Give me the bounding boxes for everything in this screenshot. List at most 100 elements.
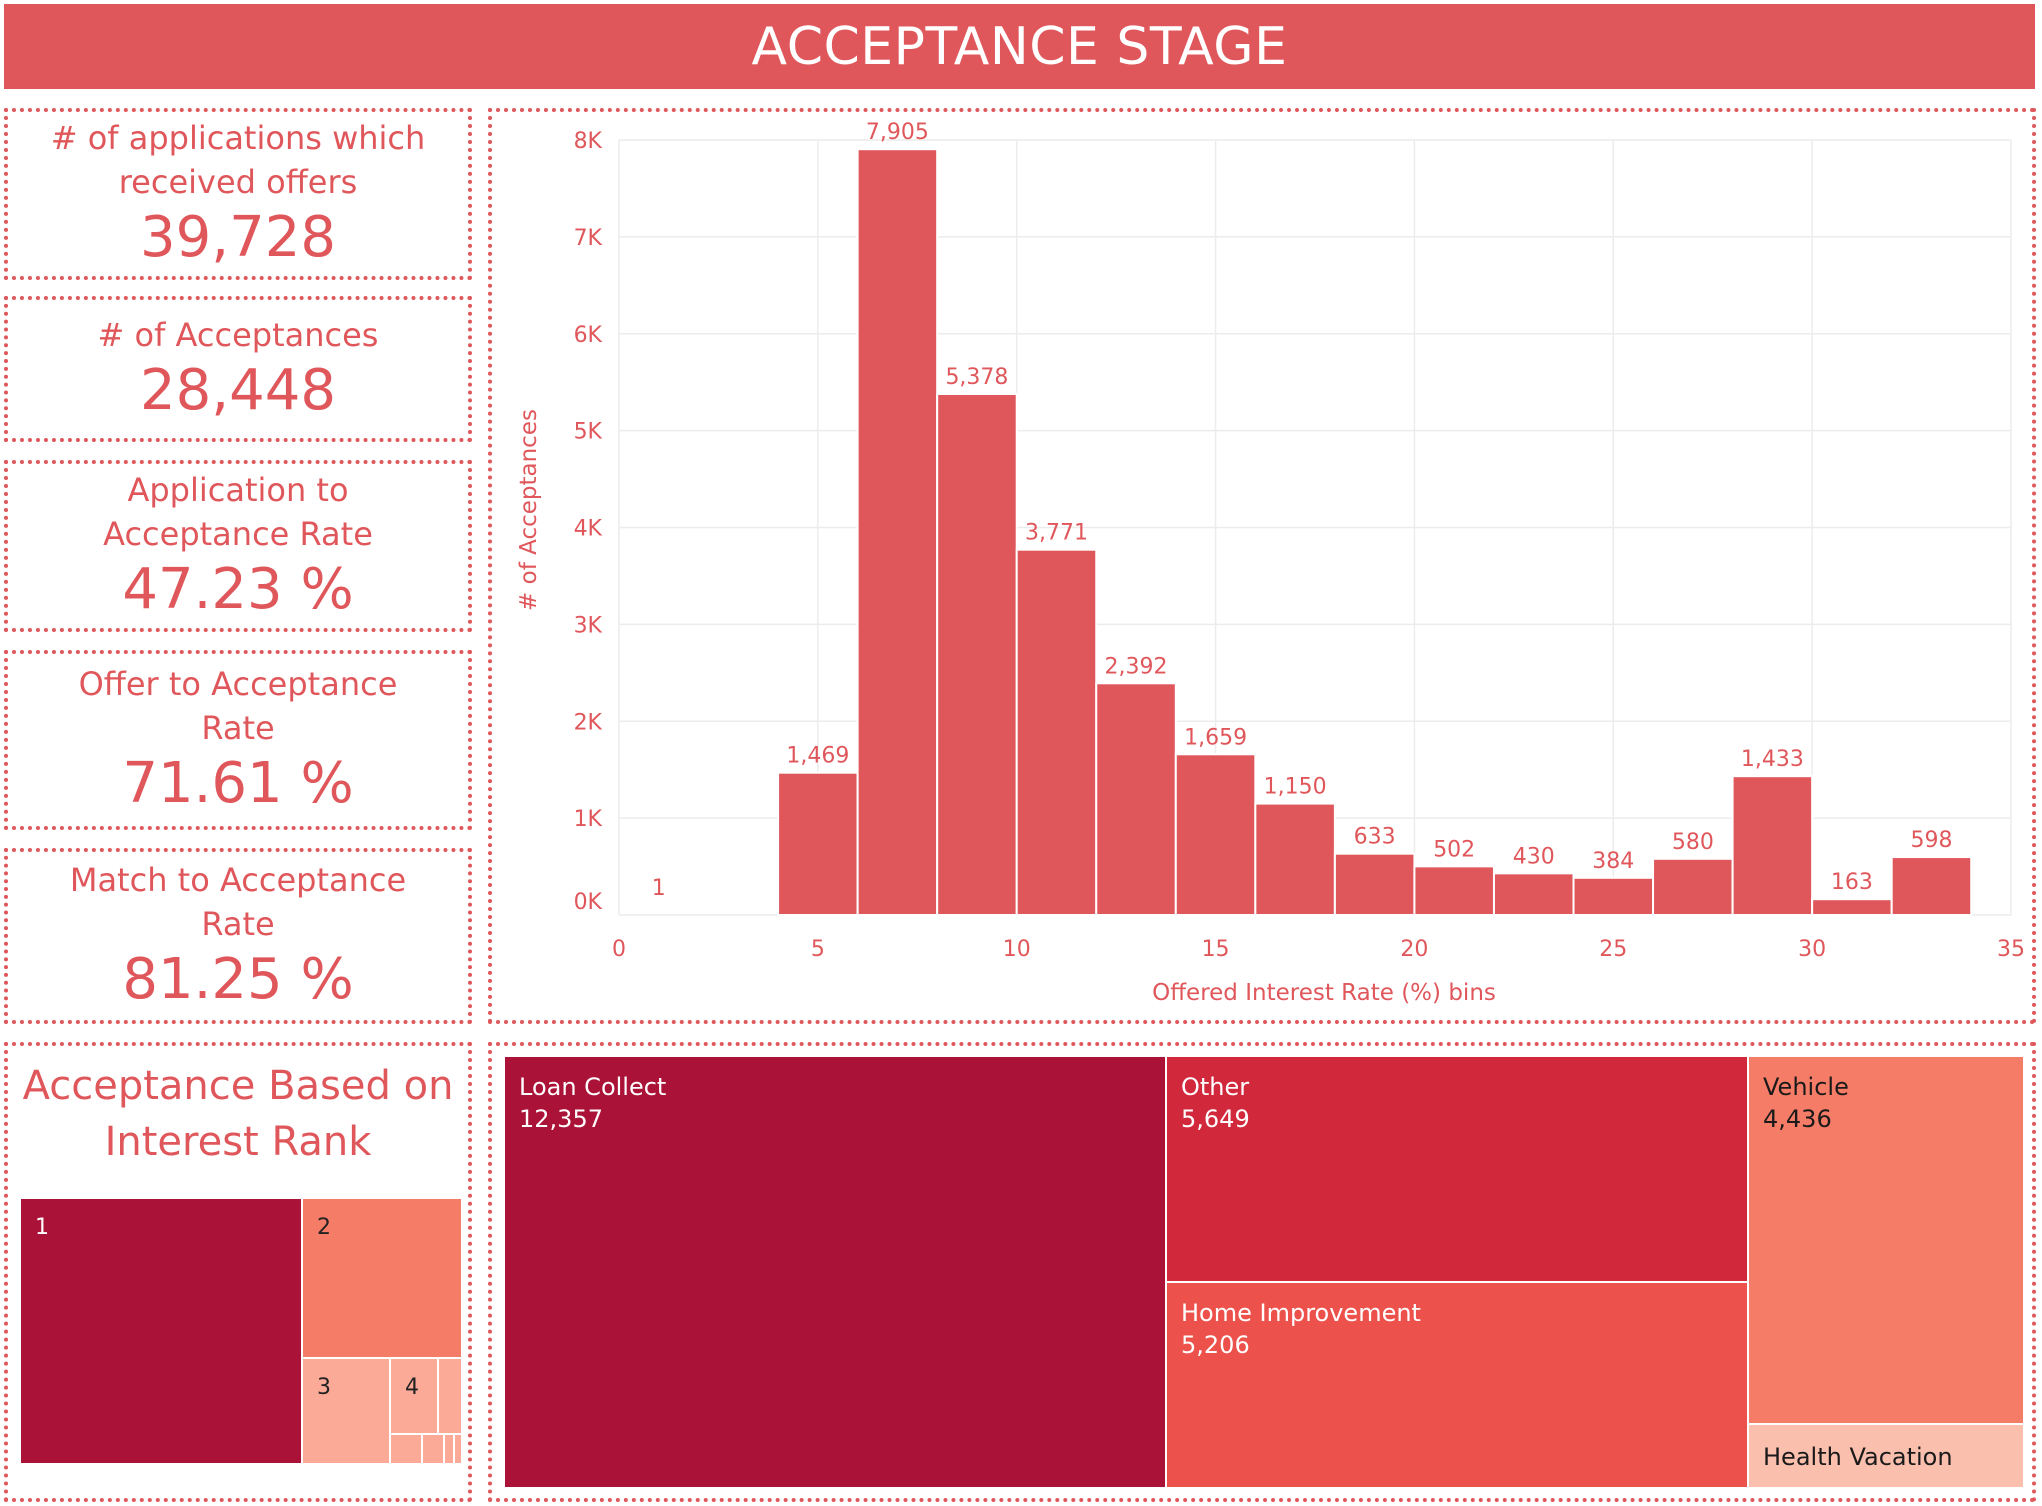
purpose-value: 4,436 [1763,1105,1832,1133]
histogram-bar[interactable] [1015,548,1098,916]
histogram-bar[interactable] [1652,857,1734,916]
histogram-bar[interactable] [1413,865,1495,917]
purpose-value: 5,649 [1181,1105,1250,1133]
purpose-label: Home Improvement [1181,1299,1421,1327]
loan-purpose-panel: Loan Collect 12,357 Other 5,649 Home Imp… [488,1042,2036,1502]
histogram-bar[interactable] [1731,775,1814,916]
bar-value-label: 430 [1513,844,1555,869]
x-tick-label: 20 [1400,937,1428,962]
purpose-label: Loan Collect [519,1073,667,1101]
kpi-card-offer-rate: Offer to Acceptance Rate 71.61 % [4,650,472,830]
y-tick-label: 0K [574,890,603,915]
rank-cell-7[interactable] [422,1434,444,1464]
y-tick-label: 5K [574,420,603,445]
bar-value-label: 2,392 [1105,654,1168,679]
purpose-cell-loan-collect[interactable]: Loan Collect 12,357 [504,1056,1166,1488]
purpose-label: Health Vacation [1763,1443,1953,1471]
histogram-bar[interactable] [1811,898,1893,916]
kpi-card-offers: # of applications which received offers … [4,108,472,280]
bar-value-label: 633 [1354,825,1396,850]
bar-value-label: 580 [1672,830,1714,855]
rank-cell-4[interactable]: 4 [390,1358,438,1434]
purpose-label: Other [1181,1073,1250,1101]
purpose-value: 5,206 [1181,1331,1250,1359]
y-tick-label: 7K [574,226,603,251]
x-axis-title: Offered Interest Rate (%) bins [1152,980,1496,1006]
histogram-bar[interactable] [1572,876,1655,916]
histogram-chart: 1 1,469 7,905 5,378 3,771 2,392 1,659 1,150 633 5… [516,120,2025,1006]
kpi-label: # of Acceptances [97,316,379,354]
purpose-cell-health-vacation[interactable]: Health Vacation [1748,1424,2024,1488]
y-tick-label: 2K [574,710,603,735]
kpi-label: Application to Acceptance Rate [103,471,373,553]
bar-value-label: 7,905 [866,120,929,145]
y-axis-title: # of Acceptances [516,409,542,611]
kpi-card-match-rate: Match to Acceptance Rate 81.25 % [4,848,472,1024]
kpi-value: 39,728 [140,205,336,270]
rank-label: 1 [35,1215,49,1240]
interest-rank-treemap: 1 2 3 4 [20,1198,462,1464]
rank-label: 2 [317,1215,331,1240]
histogram-bar[interactable] [936,393,1018,917]
y-tick-label: 8K [574,129,603,154]
histogram-bar[interactable] [1254,802,1336,916]
bar-value-label: 3,771 [1025,521,1088,546]
bar-value-label: 1,469 [786,744,849,769]
x-tick-label: 15 [1202,937,1230,962]
x-tick-label: 30 [1798,937,1826,962]
bar-value-label: 163 [1831,870,1873,895]
rank-cell-2[interactable]: 2 [302,1198,462,1358]
kpi-label: Offer to Acceptance Rate [78,665,398,747]
purpose-cell-home-improvement[interactable]: Home Improvement 5,206 [1166,1282,1748,1488]
bar-value-label: 1 [652,876,666,901]
y-tick-label: 1K [574,807,603,832]
histogram-panel: 1 1,469 7,905 5,378 3,771 2,392 1,659 1,150 633 5… [488,108,2036,1024]
kpi-value: 81.25 % [122,947,354,1012]
bar-value-label: 384 [1592,849,1634,874]
x-tick-label: 0 [612,937,626,962]
x-tick-label: 10 [1003,937,1031,962]
bar-value-label: 598 [1910,828,1952,853]
rank-label: 3 [317,1375,331,1400]
histogram-bar[interactable] [1095,682,1177,917]
x-tick-label: 25 [1599,937,1627,962]
purpose-cell-other[interactable]: Other 5,649 [1166,1056,1748,1282]
purpose-label: Vehicle [1763,1073,1849,1101]
histogram-bar[interactable] [856,148,939,916]
y-tick-label: 4K [574,517,603,542]
rank-cell-3[interactable]: 3 [302,1358,390,1464]
rank-cell-1[interactable]: 1 [20,1198,302,1464]
kpi-value: 47.23 % [122,557,354,622]
x-tick-label: 35 [1997,937,2025,962]
x-tick-label: 5 [811,937,825,962]
histogram-bar[interactable] [1492,872,1575,916]
kpi-label: # of applications which received offers [50,119,426,201]
kpi-label: Match to Acceptance Rate [69,861,407,943]
kpi-card-acceptances: # of Acceptances 28,448 [4,296,472,442]
purpose-cell-vehicle[interactable]: Vehicle 4,436 [1748,1056,2024,1424]
histogram-bar[interactable] [1890,856,1973,916]
kpi-value: 28,448 [140,358,336,423]
histogram-bar[interactable] [1333,852,1416,916]
kpi-card-application-rate: Application to Acceptance Rate 47.23 % [4,460,472,632]
rank-cell-5[interactable] [438,1358,462,1434]
bar-value-label: 1,433 [1741,747,1804,772]
rank-cell-9[interactable] [454,1434,462,1464]
rank-cell-8[interactable] [444,1434,454,1464]
loan-purpose-treemap: Loan Collect 12,357 Other 5,649 Home Imp… [504,1056,2024,1488]
purpose-value: 12,357 [519,1105,603,1133]
bar-value-label: 502 [1433,837,1475,862]
rank-cell-6[interactable] [390,1434,422,1464]
y-tick-label: 6K [574,323,603,348]
histogram-bar[interactable] [777,771,859,916]
interest-rank-panel: Acceptance Based on Interest Rank 1 2 3 … [4,1042,472,1502]
dashboard-title: ACCEPTANCE STAGE [4,4,2035,89]
bar-value-label: 1,150 [1264,775,1327,800]
rank-label: 4 [405,1375,419,1400]
y-tick-label: 3K [574,613,603,638]
kpi-value: 71.61 % [122,751,354,816]
bar-value-label: 1,659 [1184,725,1247,750]
histogram-bar[interactable] [1174,753,1257,916]
bar-value-label: 5,378 [945,365,1008,390]
interest-rank-title: Acceptance Based on Interest Rank [22,1063,454,1165]
